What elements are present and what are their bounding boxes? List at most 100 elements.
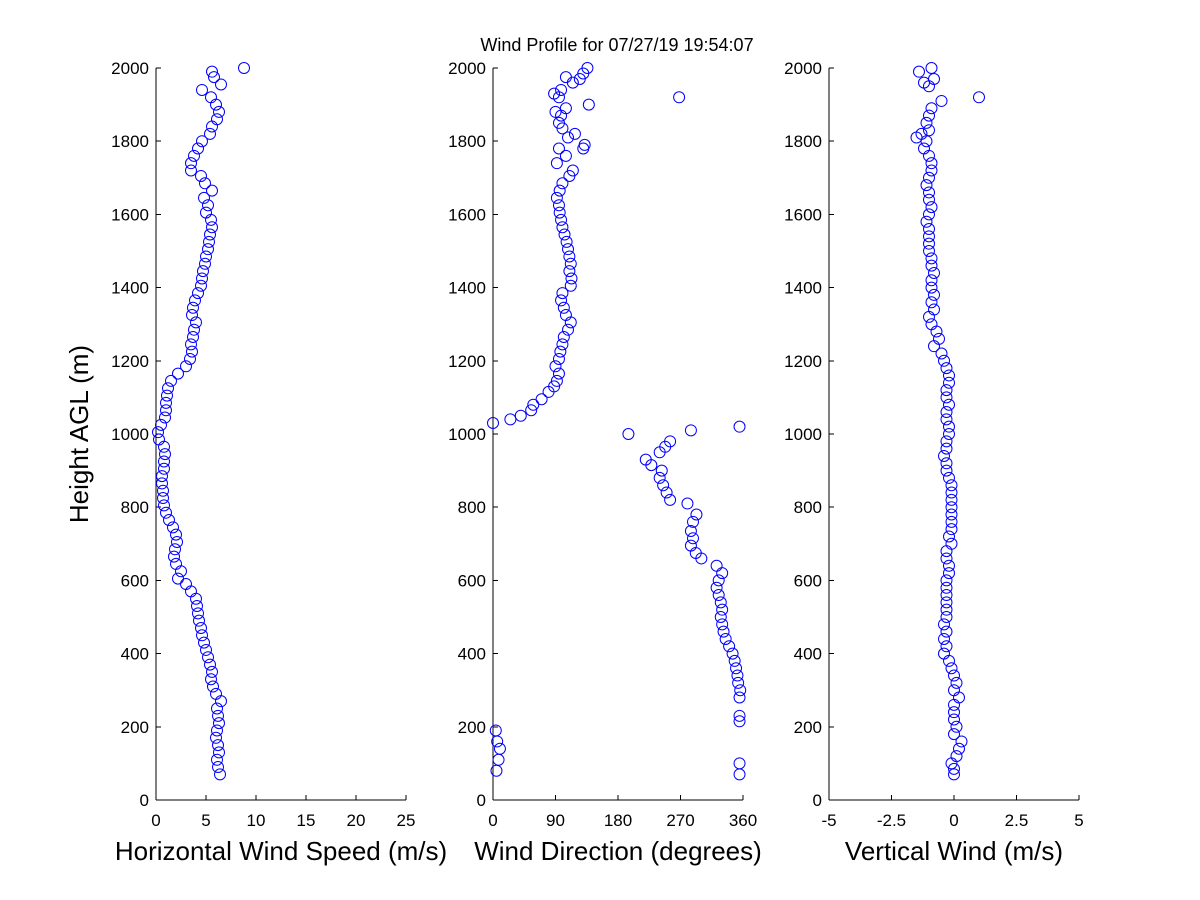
vertical-data-point [940,574,953,587]
speed-data-point [196,272,208,285]
speed-data-point [202,199,214,212]
direction-data-point [548,87,561,100]
vertical-data-point [925,164,938,177]
vertical-data-point [945,537,958,550]
speed-y-tick-label: 1800 [111,132,149,151]
speed-data-point [185,338,197,351]
speed-data-point [214,768,226,781]
vertical-data-point [940,545,953,558]
vertical-data-point [940,406,953,419]
direction-data-point [568,127,581,140]
vertical-data-point [943,559,955,572]
vertical-panel: 0 200 400 600 800 1000 1200 1400 1600 1800 2000 -5 -… [784,59,1084,866]
speed-data-point [205,91,217,104]
direction-data-point [578,138,591,151]
direction-data-point [555,83,568,96]
vertical-data-point [943,567,955,580]
vertical-y-tick-label: 1800 [784,132,822,151]
speed-data-point [172,367,184,380]
speed-data-point [212,761,224,774]
speed-data-point [196,135,208,148]
speed-x-tick-label: 20 [347,811,366,830]
vertical-data-point [948,684,960,697]
vertical-data-point [928,72,940,85]
speed-data-point [157,484,169,497]
vertical-data-point [940,596,953,609]
direction-data-point [684,539,697,552]
vertical-data-point [948,669,960,682]
speed-data-point [188,149,200,162]
direction-x-tick-label: 90 [546,811,565,830]
vertical-data-point [950,750,963,763]
speed-data-point [206,120,218,133]
speed-data-point [195,169,207,182]
speed-data-point [195,621,207,634]
direction-data-point [560,235,573,248]
direction-data-point [552,352,565,365]
speed-data-point [211,702,223,715]
speed-data-point [160,396,172,409]
vertical-data-point [945,501,958,514]
speed-x-tick-label: 5 [201,811,210,830]
speed-data-point [215,78,227,91]
direction-data-point [716,603,729,616]
vertical-x-tick-label: -2.5 [877,811,906,830]
direction-data-point [557,301,570,314]
vertical-data-point [923,237,935,250]
direction-data-point [553,206,566,219]
vertical-data-point [948,706,960,719]
vertical-data-point [923,223,935,236]
direction-data-point [714,611,727,623]
direction-data-point [535,393,548,406]
vertical-data-point [928,288,940,301]
direction-y-tick-label: 200 [458,718,486,737]
direction-data-point [550,374,563,387]
direction-data-point [487,417,499,430]
vertical-data-point [935,347,948,360]
speed-data-point [185,157,197,170]
vertical-data-point [918,142,930,155]
vertical-data-point [938,647,950,660]
vertical-data-point [933,332,945,345]
speed-data-point [152,426,164,439]
speed-data-point [184,352,196,365]
vertical-data-point [923,149,935,162]
direction-panel: 0 200 400 600 800 1000 1200 1400 1600 1800 2000 0 90… [448,59,762,866]
speed-data-point [210,731,222,744]
vertical-y-tick-label: 1200 [784,352,822,371]
speed-data-point [162,382,174,395]
vertical-data-point [940,435,953,448]
speed-data-point [199,257,211,270]
vertical-data-point [953,742,965,755]
direction-x-axis-label: Wind Direction (degrees) [474,836,762,866]
chart-title: Wind Profile for 07/27/19 19:54:07 [480,35,753,55]
speed-data-point [213,105,225,118]
vertical-data-point [940,457,953,470]
speed-data-point [156,477,168,490]
vertical-data-point [943,530,955,543]
direction-data-point [552,116,565,129]
direction-data-point [716,567,729,580]
speed-data-point [185,164,197,177]
direction-data-point [554,345,567,358]
direction-data-point [582,98,595,111]
direction-data-point [687,532,699,545]
vertical-data-point [925,252,938,265]
direction-data-point [733,768,746,781]
direction-data-point [552,367,565,380]
speed-data-point [210,687,222,700]
speed-data-point [187,331,199,344]
direction-data-point [684,524,697,537]
direction-data-point [664,435,677,448]
direction-y-tick-label: 1600 [448,205,486,224]
speed-y-tick-label: 1600 [111,205,149,224]
direction-data-point [712,574,725,587]
speed-data-point [206,184,218,197]
direction-data-point [681,497,694,510]
speed-data-point [195,279,207,292]
speed-data-point [160,506,172,519]
direction-data-point [549,105,562,118]
vertical-data-point [920,135,933,148]
speed-data-point [158,499,170,512]
vertical-data-point [943,369,955,382]
